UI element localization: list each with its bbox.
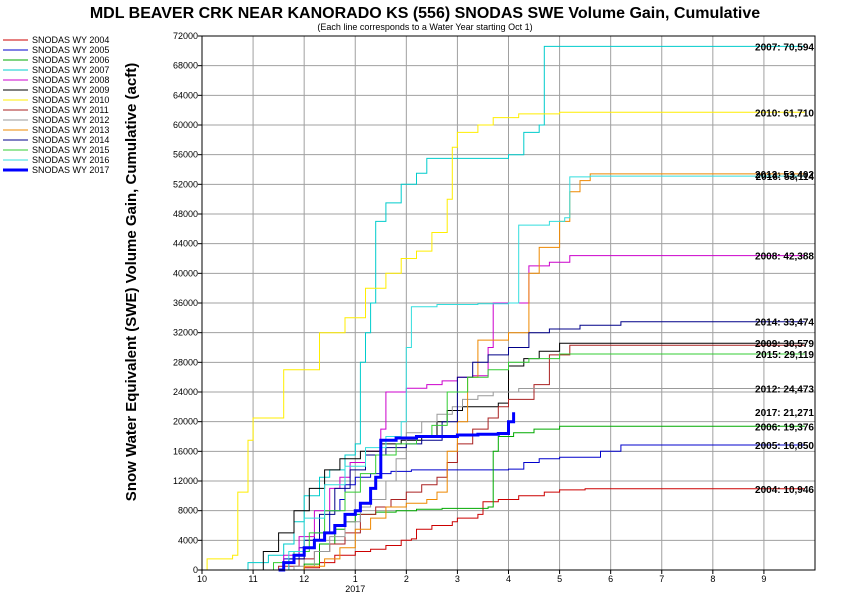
series-end-label: 2012: 24,473: [755, 384, 814, 395]
y-tick-label: 12000: [173, 476, 198, 486]
y-tick-label: 24000: [173, 387, 198, 397]
legend-entry: SNODAS WY 2008: [32, 75, 109, 85]
legend-entry: SNODAS WY 2017: [32, 165, 109, 175]
x-tick-label: 3: [455, 574, 460, 584]
x-tick-label: 9: [761, 574, 766, 584]
x-tick-label: 1: [353, 574, 358, 584]
x-tick-label: 2: [404, 574, 409, 584]
series-line-wy-2016: [278, 175, 805, 571]
x-axis-year-label: 2017: [345, 584, 365, 594]
series-line-wy-2010: [202, 111, 805, 571]
series-line-wy-2005: [273, 444, 805, 571]
legend-entry: SNODAS WY 2013: [32, 125, 109, 135]
legend-entry: SNODAS WY 2010: [32, 95, 109, 105]
y-tick-label: 56000: [173, 150, 198, 160]
y-tick-label: 28000: [173, 357, 198, 367]
x-tick-label: 8: [710, 574, 715, 584]
legend-entry: SNODAS WY 2007: [32, 65, 109, 75]
legend-entry: SNODAS WY 2004: [32, 35, 109, 45]
x-axis-ticks: 10 11 12 1 2 3 4 5 6 7 8 9: [197, 570, 766, 584]
y-tick-label: 60000: [173, 120, 198, 130]
x-tick-label: 10: [197, 574, 207, 584]
series-end-label: 2013: 53,402: [755, 170, 814, 181]
y-axis-ticks: 0 4000 8000 12000 16000 20000 24000 28000 32000 3…: [173, 31, 202, 575]
series-line-wy-2006: [294, 425, 805, 571]
y-tick-label: 64000: [173, 90, 198, 100]
series-end-label: 2014: 33,474: [755, 318, 814, 329]
series-end-label: 2016: 53,114: [756, 172, 815, 183]
series-line-wy-2004: [283, 488, 805, 571]
x-tick-label: 7: [659, 574, 664, 584]
series-end-label: 2015: 29,119: [756, 350, 815, 361]
y-tick-label: 4000: [178, 535, 198, 545]
series-line-wy-2007: [232, 45, 805, 571]
chart-title: MDL BEAVER CRK NEAR KANORADO KS (556) SN…: [90, 5, 760, 22]
legend-entry: SNODAS WY 2011: [32, 105, 109, 115]
series-lines: [202, 45, 805, 572]
x-tick-label: 5: [557, 574, 562, 584]
y-tick-label: 0: [193, 565, 198, 575]
legend-entry: SNODAS WY 2006: [32, 55, 109, 65]
x-tick-label: 6: [608, 574, 613, 584]
y-tick-label: 36000: [173, 298, 198, 308]
y-tick-label: 52000: [173, 179, 198, 189]
x-tick-label: 11: [248, 574, 257, 584]
series-line-wy-2014: [273, 321, 805, 571]
series-line-wy-2012: [278, 388, 805, 571]
y-tick-label: 72000: [173, 31, 198, 41]
y-axis-label: Snow Water Equivalent (SWE) Volume Gain,…: [123, 63, 140, 501]
series-end-label: 2008: 42,388: [755, 252, 814, 263]
legend-entry: SNODAS WY 2014: [32, 135, 109, 145]
legend-entry: SNODAS WY 2015: [32, 145, 109, 155]
y-tick-label: 48000: [173, 209, 198, 219]
y-tick-label: 68000: [173, 61, 198, 71]
x-tick-label: 12: [299, 574, 309, 584]
series-end-label: 2006: 19,376: [755, 422, 814, 433]
legend-entry: SNODAS WY 2005: [32, 45, 109, 55]
series-end-label: 2010: 61,710: [755, 108, 814, 119]
series-end-label: 2009: 30,579: [755, 339, 814, 350]
series-end-label: 2004: 10,946: [755, 485, 814, 496]
series-line-wy-2017: [278, 412, 516, 572]
legend-entry: SNODAS WY 2016: [32, 155, 109, 165]
y-tick-label: 40000: [173, 268, 198, 278]
series-end-label: 2007: 70,594: [755, 42, 814, 53]
y-tick-label: 8000: [178, 506, 198, 516]
series-end-label: 2005: 16,850: [755, 441, 814, 452]
series-end-label: 2017: 21,271: [755, 408, 814, 419]
x-tick-label: 4: [506, 574, 511, 584]
chart-subtitle: (Each line corresponds to a Water Year s…: [317, 22, 532, 32]
series-line-wy-2009: [248, 342, 805, 571]
series-end-labels: 2004: 10,946 2005: 16,850 2006: 19,376 2007…: [755, 42, 814, 495]
y-tick-label: 20000: [173, 417, 198, 427]
y-tick-label: 16000: [173, 446, 198, 456]
legend-entry: SNODAS WY 2009: [32, 85, 109, 95]
legend-entry: SNODAS WY 2012: [32, 115, 109, 125]
y-tick-label: 32000: [173, 328, 198, 338]
y-tick-label: 44000: [173, 239, 198, 249]
series-line-wy-2015: [258, 353, 805, 571]
